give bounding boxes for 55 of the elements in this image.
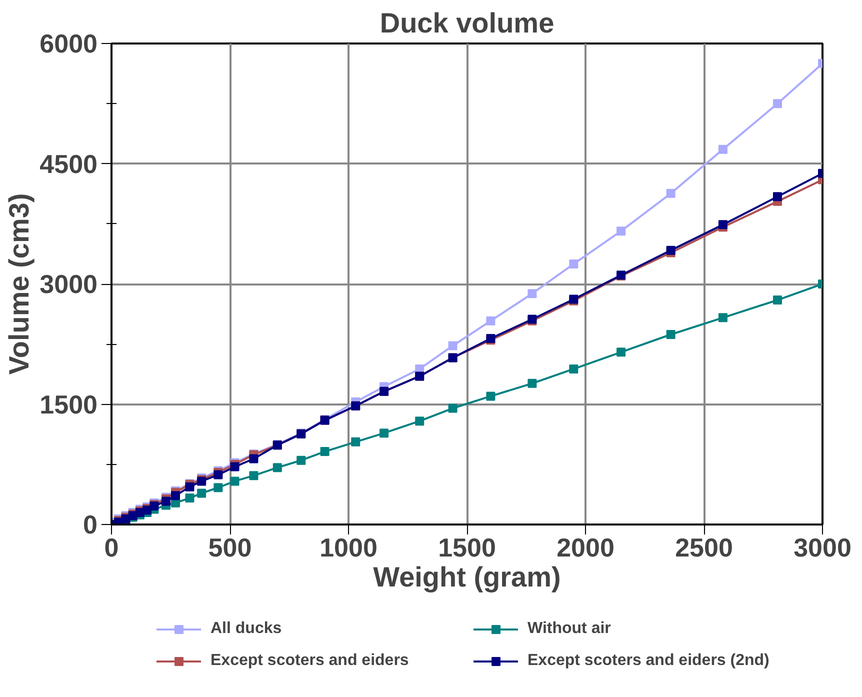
point bbox=[666, 330, 676, 340]
x-tick-label: 2000 bbox=[556, 532, 614, 562]
point bbox=[616, 226, 626, 236]
point bbox=[666, 246, 676, 255]
x-tick-label: 0 bbox=[104, 532, 119, 562]
y-tick-label: 1500 bbox=[40, 389, 98, 420]
y-tick-label: 3000 bbox=[40, 269, 98, 299]
x-tick-label: 2500 bbox=[675, 532, 733, 562]
point bbox=[230, 462, 240, 472]
point bbox=[170, 491, 180, 500]
point bbox=[616, 348, 626, 357]
point bbox=[569, 364, 578, 374]
point bbox=[772, 192, 782, 202]
legend-label: Without air bbox=[528, 619, 612, 639]
point bbox=[249, 471, 258, 480]
point bbox=[214, 483, 223, 492]
point bbox=[197, 488, 206, 498]
point bbox=[528, 289, 537, 298]
point bbox=[185, 482, 194, 492]
point bbox=[162, 496, 171, 506]
point bbox=[415, 416, 424, 426]
point bbox=[230, 476, 240, 486]
x-tick-label: 1500 bbox=[438, 532, 496, 562]
point bbox=[569, 259, 578, 268]
point bbox=[718, 144, 728, 154]
y-tick-label: 6000 bbox=[40, 28, 98, 58]
point bbox=[528, 378, 537, 388]
x-axis-title: Weight (gram) bbox=[373, 562, 561, 592]
point bbox=[448, 341, 458, 350]
y-tick-label: 4500 bbox=[40, 148, 98, 179]
y-axis-title: Volume (cm3) bbox=[4, 193, 35, 375]
legend-label: All ducks bbox=[210, 619, 283, 639]
x-tick-label: 1000 bbox=[320, 532, 378, 562]
point bbox=[486, 392, 496, 401]
point bbox=[718, 313, 728, 322]
point bbox=[185, 494, 194, 503]
x-tick-label: 500 bbox=[208, 532, 252, 562]
y-tick-label: 0 bbox=[83, 510, 98, 540]
point bbox=[320, 447, 330, 456]
point bbox=[772, 99, 782, 108]
point bbox=[249, 454, 258, 464]
point bbox=[666, 188, 676, 198]
point bbox=[772, 296, 782, 305]
point bbox=[272, 463, 282, 472]
point bbox=[351, 437, 360, 446]
point bbox=[486, 316, 496, 326]
point bbox=[296, 456, 306, 465]
legend-label: Except scoters and eiders (2nd) bbox=[528, 651, 770, 671]
x-tick-label: 3000 bbox=[794, 532, 852, 562]
legend-label: Except scoters and eiders bbox=[210, 651, 410, 671]
point bbox=[718, 220, 728, 230]
point bbox=[448, 404, 458, 413]
point bbox=[380, 428, 389, 438]
chart-title: Duck volume bbox=[380, 8, 554, 38]
point bbox=[214, 470, 223, 480]
